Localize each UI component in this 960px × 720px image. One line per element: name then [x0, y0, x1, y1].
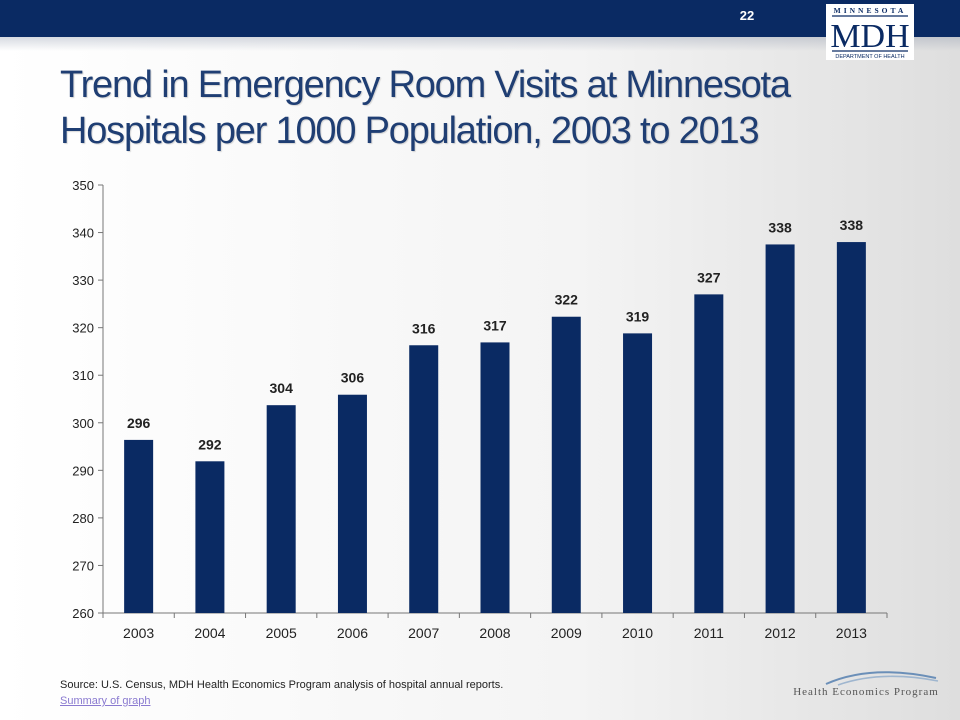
health-economics-program-logo: Health Economics Program	[786, 664, 946, 704]
x-tick-label-2010: 2010	[622, 625, 653, 641]
program-logo-text: Health Economics Program	[793, 686, 939, 698]
bar-2004	[195, 461, 225, 613]
x-tick-label-2003: 2003	[123, 625, 154, 641]
program-logo-arcs-icon	[825, 671, 939, 686]
y-tick-label: 270	[72, 558, 94, 573]
bar-2012	[765, 244, 795, 613]
data-label-2012: 338	[768, 219, 792, 235]
x-tick-label-2007: 2007	[408, 625, 439, 641]
data-label-2003: 296	[127, 415, 151, 431]
y-tick-label: 280	[72, 511, 94, 526]
source-note: Source: U.S. Census, MDH Health Economic…	[60, 679, 504, 691]
data-label-2005: 304	[270, 380, 294, 396]
x-tick-label-2013: 2013	[836, 625, 867, 641]
data-label-2013: 338	[840, 217, 864, 233]
x-tick-label-2011: 2011	[694, 625, 724, 641]
page-title: Trend in Emergency Room Visits at Minnes…	[60, 64, 791, 152]
data-label-2010: 319	[626, 308, 650, 324]
y-tick-label: 320	[72, 321, 94, 336]
bar-2008	[480, 342, 510, 613]
x-tick-label-2009: 2009	[551, 625, 582, 641]
bar-2013	[836, 242, 866, 614]
bar-chart: 260 270 280 290 300 310 320 330 340 350 296 2003 292…	[72, 178, 888, 641]
bar-2009	[551, 316, 581, 613]
page-number: 22	[739, 8, 755, 23]
mdh-logo: MINNESOTA MDH DEPARTMENT OF HEALTH	[826, 4, 914, 60]
header-shadow	[0, 37, 960, 51]
y-tick-label: 290	[72, 463, 94, 478]
bar-2005	[266, 405, 296, 613]
bar-2007	[409, 345, 439, 613]
data-label-2009: 322	[555, 292, 579, 308]
data-label-2006: 306	[341, 370, 365, 386]
data-label-2011: 327	[697, 269, 721, 285]
data-label-2004: 292	[198, 436, 222, 452]
y-tick-label: 310	[72, 368, 94, 383]
header-bar	[0, 0, 960, 37]
mdh-logo-acronym: MDH	[830, 18, 909, 55]
bar-2003	[124, 439, 154, 613]
x-tick-label-2012: 2012	[765, 625, 796, 641]
x-tick-label-2008: 2008	[479, 625, 510, 641]
bar-2010	[623, 333, 653, 613]
y-tick-label: 330	[72, 273, 94, 288]
bar-2011	[694, 294, 724, 613]
y-tick-label: 260	[72, 606, 94, 621]
mdh-logo-state: MINNESOTA	[834, 6, 907, 15]
x-tick-label-2004: 2004	[194, 625, 225, 641]
bar-2006	[337, 394, 367, 613]
summary-of-graph-link[interactable]: Summary of graph	[60, 695, 151, 707]
x-tick-label-2005: 2005	[266, 625, 297, 641]
x-tick-label-2006: 2006	[337, 625, 368, 641]
y-tick-label: 350	[72, 178, 94, 193]
y-tick-label: 340	[72, 226, 94, 241]
mdh-logo-department: DEPARTMENT OF HEALTH	[835, 54, 904, 60]
data-label-2008: 317	[483, 317, 507, 333]
y-tick-label: 300	[72, 416, 94, 431]
data-label-2007: 316	[412, 320, 436, 336]
